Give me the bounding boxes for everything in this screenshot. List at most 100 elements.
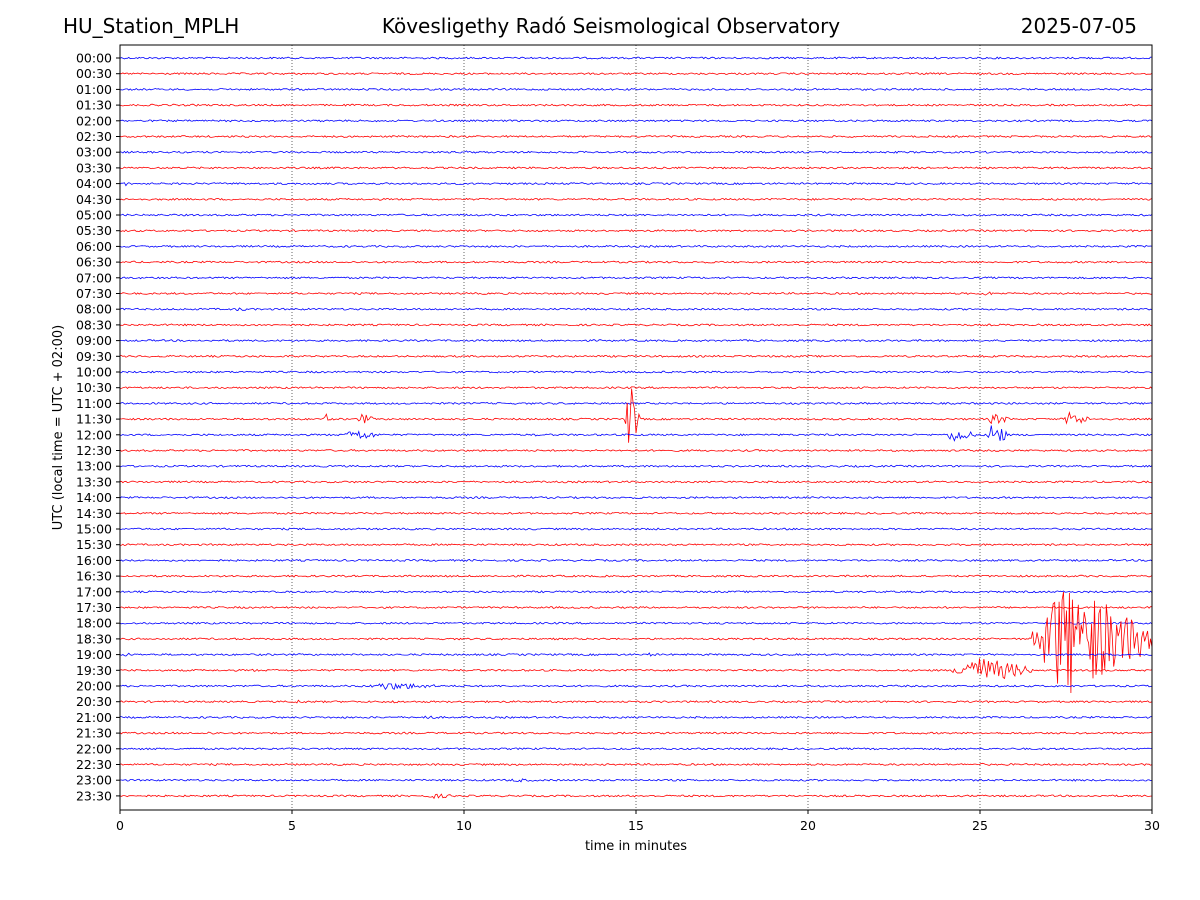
trace-2000	[119, 682, 1153, 691]
y-tick-label: 11:00	[76, 396, 112, 411]
trace-0200	[119, 119, 1153, 123]
y-tick-label: 10:00	[76, 365, 112, 380]
y-tick-label: 22:30	[76, 757, 112, 772]
trace-0630	[119, 260, 1153, 264]
y-tick-label: 03:00	[76, 145, 112, 160]
y-tick-label: 14:30	[76, 506, 112, 521]
trace-1100	[119, 401, 1153, 405]
y-tick-label: 22:00	[76, 741, 112, 756]
y-tick-label: 09:00	[76, 333, 112, 348]
trace-1430	[119, 511, 1153, 515]
trace-1400	[119, 496, 1153, 500]
trace-1230	[119, 448, 1153, 452]
station-name: HU_Station_MPLH	[63, 14, 240, 38]
trace-1530	[119, 543, 1153, 547]
y-tick-label: 21:30	[76, 726, 112, 741]
y-tick-label: 07:30	[76, 286, 112, 301]
trace-1730	[119, 606, 1152, 609]
x-tick-label: 30	[1144, 818, 1160, 833]
y-tick-label: 06:00	[76, 239, 112, 254]
x-tick-label: 0	[116, 818, 124, 833]
y-tick-label: 16:30	[76, 569, 112, 584]
y-axis-label: UTC (local time = UTC + 02:00)	[51, 325, 66, 530]
y-tick-label: 23:00	[76, 773, 112, 788]
x-tick-label: 25	[972, 818, 988, 833]
trace-0830	[119, 323, 1153, 327]
y-tick-label: 04:30	[76, 192, 112, 207]
trace-0300	[119, 150, 1153, 154]
y-tick-label: 21:00	[76, 710, 112, 725]
trace-0730	[120, 291, 1153, 296]
y-tick-label: 02:00	[76, 113, 112, 128]
x-axis: 0 5 10 15 20 25 30	[116, 810, 1160, 833]
trace-1830	[119, 591, 1153, 694]
trace-0930	[119, 354, 1153, 358]
trace-2030	[119, 699, 1153, 704]
trace-0700	[119, 276, 1153, 280]
trace-0530	[119, 229, 1153, 233]
y-tick-label: 17:00	[76, 584, 112, 599]
x-axis-label: time in minutes	[585, 839, 687, 854]
trace-2230	[119, 762, 1153, 766]
y-tick-label: 05:30	[76, 223, 112, 238]
trace-2100	[120, 715, 1153, 719]
y-tick-label: 01:30	[76, 98, 112, 113]
y-tick-label: 12:30	[76, 443, 112, 458]
y-tick-label: 16:00	[76, 553, 112, 568]
trace-1300	[119, 464, 1153, 468]
trace-0500	[119, 213, 1153, 217]
trace-0130	[119, 103, 1153, 107]
trace-0330	[119, 166, 1152, 170]
y-tick-label: 20:00	[76, 679, 112, 694]
trace-0600	[119, 244, 1153, 248]
y-tick-label: 08:30	[76, 317, 112, 332]
y-tick-label: 05:00	[76, 208, 112, 223]
y-tick-label: 23:30	[76, 788, 112, 803]
x-tick-label: 20	[800, 818, 816, 833]
trace-1700	[119, 590, 1153, 594]
y-tick-label: 17:30	[76, 600, 112, 615]
y-tick-label: 00:30	[76, 66, 112, 81]
y-tick-label: 19:30	[76, 663, 112, 678]
y-axis: 00:0000:3001:0001:3002:0002:3003:0003:30…	[76, 51, 120, 803]
x-tick-label: 5	[288, 818, 296, 833]
trace-0230	[119, 135, 1153, 138]
y-tick-label: 12:00	[76, 427, 112, 442]
y-tick-label: 13:30	[76, 474, 112, 489]
y-tick-label: 03:30	[76, 160, 112, 175]
trace-1000	[119, 370, 1153, 374]
y-tick-label: 06:30	[76, 255, 112, 270]
trace-1930	[119, 658, 1153, 680]
y-tick-label: 13:00	[76, 459, 112, 474]
y-tick-label: 10:30	[76, 380, 112, 395]
y-tick-label: 00:00	[76, 51, 112, 66]
y-tick-label: 09:30	[76, 349, 112, 364]
trace-0900	[119, 339, 1153, 343]
y-tick-label: 11:30	[76, 412, 112, 427]
chart-date: 2025-07-05	[1020, 14, 1137, 38]
trace-2300	[120, 778, 1153, 783]
y-tick-label: 19:00	[76, 647, 112, 662]
y-tick-label: 15:30	[76, 537, 112, 552]
trace-2330	[119, 793, 1153, 800]
chart-title: Kövesligethy Radó Seismological Observat…	[381, 14, 841, 38]
trace-0400	[119, 182, 1153, 187]
y-tick-label: 15:00	[76, 522, 112, 537]
trace-0430	[119, 197, 1153, 201]
trace-2130	[119, 731, 1153, 735]
trace-0030	[120, 72, 1153, 76]
trace-1800	[119, 621, 1153, 625]
y-tick-label: 07:00	[76, 270, 112, 285]
trace-1030	[119, 386, 1153, 390]
trace-1600	[119, 558, 1153, 562]
trace-1200	[119, 425, 1153, 442]
trace-0100	[119, 87, 1153, 91]
y-tick-label: 14:00	[76, 490, 112, 505]
y-tick-label: 04:00	[76, 176, 112, 191]
trace-1500	[119, 527, 1153, 531]
x-tick-label: 10	[456, 818, 472, 833]
y-tick-label: 20:30	[76, 694, 112, 709]
trace-1330	[119, 480, 1153, 484]
trace-1130	[119, 388, 1153, 443]
